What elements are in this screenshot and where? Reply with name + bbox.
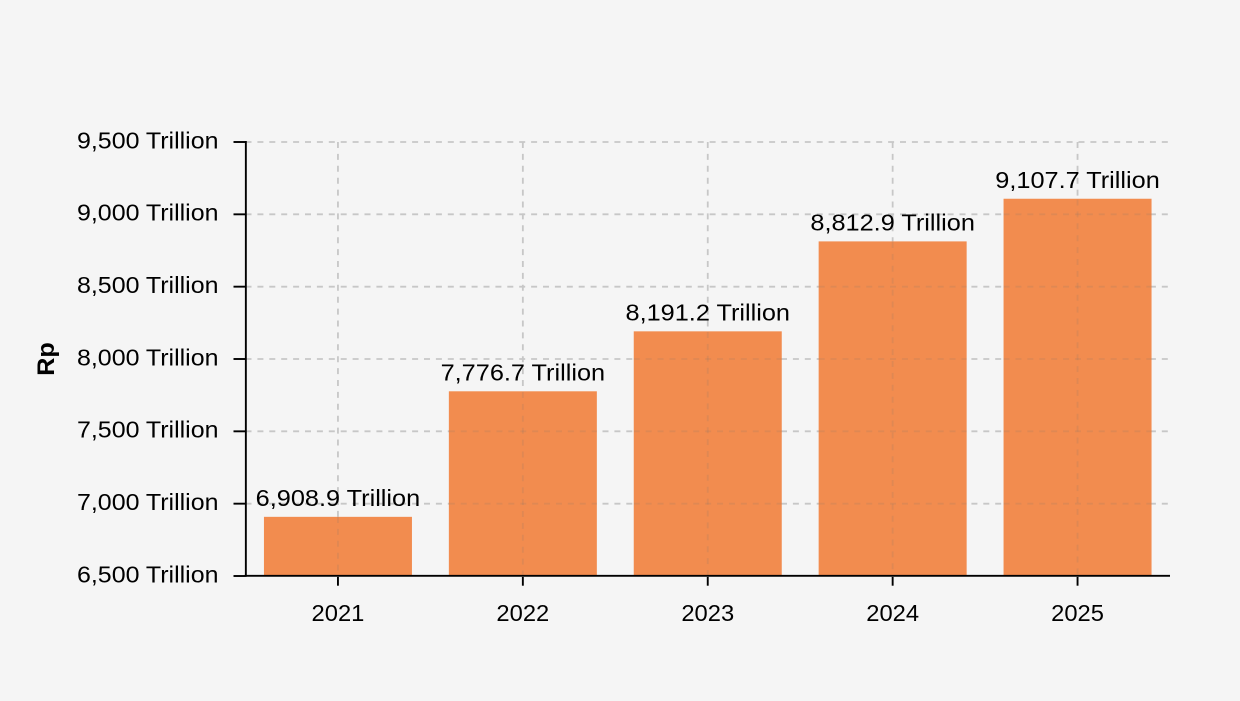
svg-text:8,500 Trillion: 8,500 Trillion	[77, 272, 219, 298]
svg-text:7,000 Trillion: 7,000 Trillion	[77, 489, 219, 515]
svg-text:9,107.7 Trillion: 9,107.7 Trillion	[995, 167, 1160, 193]
svg-text:Rp: Rp	[33, 342, 60, 376]
svg-text:2025: 2025	[1051, 600, 1104, 626]
svg-text:8,191.2 Trillion: 8,191.2 Trillion	[626, 300, 791, 326]
svg-text:2022: 2022	[496, 600, 549, 626]
svg-text:9,000 Trillion: 9,000 Trillion	[77, 200, 219, 226]
svg-text:6,908.9 Trillion: 6,908.9 Trillion	[256, 485, 421, 511]
svg-text:8,000 Trillion: 8,000 Trillion	[77, 344, 219, 370]
svg-text:6,500 Trillion: 6,500 Trillion	[77, 561, 219, 587]
svg-text:2021: 2021	[312, 600, 365, 626]
svg-text:9,500 Trillion: 9,500 Trillion	[77, 127, 219, 153]
svg-text:7,776.7 Trillion: 7,776.7 Trillion	[441, 360, 606, 386]
svg-text:7,500 Trillion: 7,500 Trillion	[77, 417, 219, 443]
svg-text:2024: 2024	[866, 600, 919, 626]
svg-text:2023: 2023	[681, 600, 734, 626]
svg-text:8,812.9 Trillion: 8,812.9 Trillion	[810, 210, 975, 236]
